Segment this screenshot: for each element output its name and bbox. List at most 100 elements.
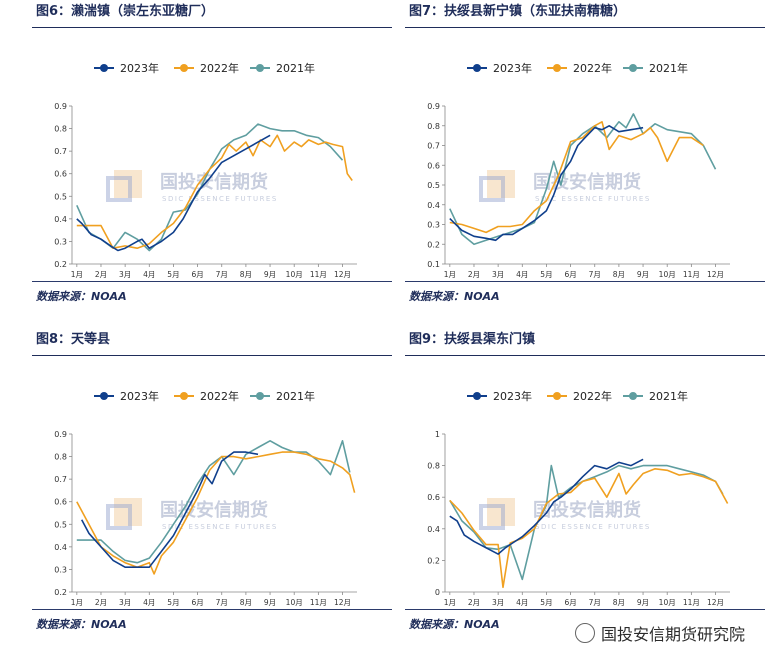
watermark-text: 国投安信期货 (533, 171, 641, 193)
legend-swatch-marker (256, 392, 264, 400)
legend-label: 2023年 (120, 389, 159, 403)
legend-label: 2021年 (649, 389, 688, 403)
y-tick-label: 0.9 (54, 430, 67, 439)
chart-panel-7: 图7：扶绥县新宁镇（东亚扶南精糖） 国投安信期货 SDIC ESSENCE FUT… (405, 2, 765, 303)
y-tick-label: 0.9 (54, 102, 67, 111)
watermark: 国投安信期货 SDIC ESSENCE FUTURES (106, 170, 278, 203)
series-line-2022年 (76, 134, 353, 249)
y-tick-label: 0.2 (54, 260, 67, 269)
watermark-subtext: SDIC ESSENCE FUTURES (535, 195, 651, 203)
y-tick-label: 0.4 (54, 215, 67, 224)
series-line-2022年 (76, 451, 356, 575)
y-tick-label: 1 (435, 430, 440, 439)
chart-panel-8: 图8：天等县 国投安信期货 SDIC ESSENCE FUTURES 0.2 0.3 0… (32, 330, 392, 631)
y-tick-label: 0.2 (427, 240, 440, 249)
x-tick-label: 4月 (143, 598, 155, 607)
x-tick-label: 6月 (191, 598, 203, 607)
series-line-2023年 (449, 458, 644, 555)
x-tick-label: 1月 (444, 598, 456, 607)
x-tick-label: 12月 (334, 598, 351, 607)
watermark-text: 国投安信期货 (160, 171, 268, 193)
x-tick-label: 7月 (216, 270, 228, 279)
legend-swatch-marker (100, 64, 108, 72)
legend: 2023年 2022年 2021年 (94, 61, 315, 75)
chart-panel-9: 图9：扶绥县渠东门镇 国投安信期货 SDIC ESSENCE FUTURES 0 0.… (405, 330, 765, 631)
x-tick-label: 5月 (167, 598, 179, 607)
y-tick-label: 0.8 (54, 453, 67, 462)
series-line-2023年 (80, 451, 259, 568)
legend-label: 2021年 (649, 61, 688, 75)
legend-label: 2023年 (120, 61, 159, 75)
series-line-2023年 (449, 125, 644, 242)
y-tick-label: 0.7 (427, 142, 440, 151)
divider (405, 281, 765, 282)
x-tick-label: 7月 (589, 270, 601, 279)
x-tick-label: 2月 (468, 270, 480, 279)
footer-text: 国投安信期货研究院 (600, 625, 745, 644)
legend: 2023年 2022年 2021年 (94, 389, 315, 403)
legend-swatch-marker (553, 64, 561, 72)
x-tick-label: 2月 (468, 598, 480, 607)
legend-swatch-marker (180, 392, 188, 400)
source-note: 数据来源：NOAA (409, 290, 500, 303)
y-tick-label: 0.5 (54, 192, 67, 201)
y-tick-label: 0 (435, 588, 440, 597)
divider (32, 281, 392, 282)
y-tick-label: 0.7 (54, 475, 67, 484)
x-tick-label: 6月 (564, 270, 576, 279)
x-tick-label: 12月 (334, 270, 351, 279)
x-tick-label: 6月 (191, 270, 203, 279)
x-tick-label: 10月 (286, 270, 303, 279)
y-tick-label: 0.3 (54, 565, 67, 574)
watermark-subtext: SDIC ESSENCE FUTURES (162, 195, 278, 203)
x-tick-label: 8月 (613, 270, 625, 279)
legend: 2023年 2022年 2021年 (467, 61, 688, 75)
y-tick-label: 0.3 (54, 237, 67, 246)
series-line-2023年 (76, 134, 271, 252)
chart-title: 图9：扶绥县渠东门镇 (405, 330, 765, 356)
y-tick-label: 0.4 (427, 201, 440, 210)
x-tick-label: 1月 (71, 598, 83, 607)
watermark-logo-frame (106, 504, 132, 530)
series-line-2021年 (76, 440, 351, 564)
y-tick-label: 0.5 (54, 520, 67, 529)
legend-swatch-marker (100, 392, 108, 400)
source-note: 数据来源：NOAA (36, 290, 127, 303)
legend-swatch-marker (256, 64, 264, 72)
x-tick-label: 7月 (589, 598, 601, 607)
x-tick-label: 8月 (240, 598, 252, 607)
watermark-logo-frame (479, 504, 505, 530)
x-tick-label: 7月 (216, 598, 228, 607)
x-tick-label: 3月 (119, 598, 131, 607)
source-note: 数据来源：NOAA (409, 618, 500, 631)
y-tick-label: 0.6 (54, 498, 67, 507)
legend-swatch-marker (629, 392, 637, 400)
watermark-subtext: SDIC ESSENCE FUTURES (162, 523, 278, 531)
x-tick-label: 9月 (637, 270, 649, 279)
x-tick-label: 1月 (71, 270, 83, 279)
x-tick-label: 9月 (637, 598, 649, 607)
divider (32, 609, 392, 610)
watermark-logo-frame (106, 176, 132, 202)
legend-label: 2022年 (200, 61, 239, 75)
y-tick-label: 0.1 (427, 260, 440, 269)
x-tick-label: 11月 (310, 270, 327, 279)
x-tick-label: 10月 (659, 270, 676, 279)
y-tick-label: 0.4 (427, 525, 440, 534)
series-line-2022年 (449, 121, 704, 234)
x-tick-label: 9月 (264, 270, 276, 279)
chart-panel-6: 图6：濑湍镇（崇左东亚糖厂） 国投安信期货 SDIC ESSENCE FUTURE… (32, 2, 392, 303)
y-tick-label: 0.9 (427, 102, 440, 111)
legend-label: 2022年 (573, 61, 612, 75)
y-tick-label: 0.5 (427, 181, 440, 190)
legend-label: 2022年 (200, 389, 239, 403)
watermark: 国投安信期货 SDIC ESSENCE FUTURES (479, 170, 651, 203)
legend-label: 2021年 (276, 61, 315, 75)
line-chart: 国投安信期货 SDIC ESSENCE FUTURES 0.2 0.3 0.4 0.5 0.… (54, 61, 357, 279)
x-tick-label: 4月 (516, 270, 528, 279)
x-tick-label: 5月 (167, 270, 179, 279)
y-tick-label: 0.7 (54, 147, 67, 156)
chart-title: 图7：扶绥县新宁镇（东亚扶南精糖） (405, 2, 765, 28)
y-tick-label: 0.6 (427, 493, 440, 502)
watermark-text: 国投安信期货 (160, 499, 268, 521)
